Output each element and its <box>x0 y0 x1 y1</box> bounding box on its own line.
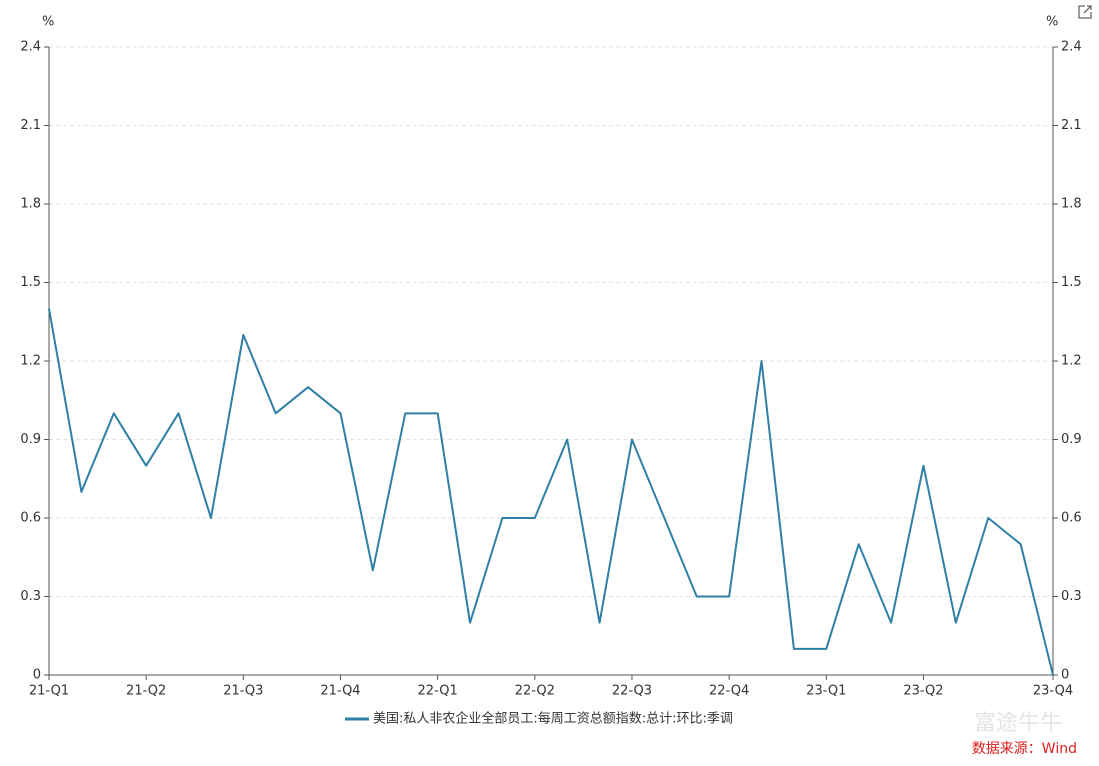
y-tick-label: 1.2 <box>20 354 41 369</box>
y-tick-label: 1.8 <box>20 197 41 212</box>
expand-icon[interactable] <box>1078 5 1092 19</box>
y2-tick-label: 2.4 <box>1061 40 1082 55</box>
y-tick-label: 0.6 <box>20 511 41 526</box>
y2-tick-label: 1.2 <box>1061 354 1082 369</box>
y-unit: % <box>42 15 54 30</box>
x-tick-label: 23-Q4 <box>1033 684 1073 699</box>
x-tick-label: 21-Q4 <box>320 684 360 699</box>
y2-tick-label: 0.9 <box>1061 432 1082 447</box>
line-series <box>48 308 1054 676</box>
x-tick-label: 23-Q2 <box>903 684 943 699</box>
y-tick-label: 1.5 <box>20 275 41 290</box>
source: 数据来源：Wind <box>972 741 1077 757</box>
x-tick-label: 23-Q1 <box>806 684 846 699</box>
x-tick-label: 22-Q2 <box>515 684 555 699</box>
y-tick-label: 2.4 <box>20 40 41 55</box>
y-tick-label: 0.3 <box>20 589 41 604</box>
y2-tick-label: 0.6 <box>1061 511 1082 526</box>
y2-tick-label: 0.3 <box>1061 589 1082 604</box>
watermark: 富途牛牛 <box>974 711 1062 736</box>
y2-tick-label: 2.1 <box>1061 118 1082 133</box>
x-tick-label: 22-Q4 <box>709 684 749 699</box>
y-tick-label: 2.1 <box>20 118 41 133</box>
y2-tick-label: 0 <box>1061 668 1069 683</box>
x-tick-label: 21-Q1 <box>29 684 69 699</box>
y2-unit: % <box>1046 15 1058 30</box>
y-tick-label: 0.9 <box>20 432 41 447</box>
x-tick-label: 22-Q3 <box>612 684 652 699</box>
x-tick-label: 21-Q3 <box>223 684 263 699</box>
x-tick-label: 21-Q2 <box>126 684 166 699</box>
y2-tick-label: 1.8 <box>1061 197 1082 212</box>
y-tick-label: 0 <box>33 668 41 683</box>
x-tick-label: 22-Q1 <box>418 684 458 699</box>
legend-label: 美国:私人非农企业全部员工:每周工资总额指数:总计:环比:季调 <box>373 711 733 727</box>
y2-tick-label: 1.5 <box>1061 275 1082 290</box>
